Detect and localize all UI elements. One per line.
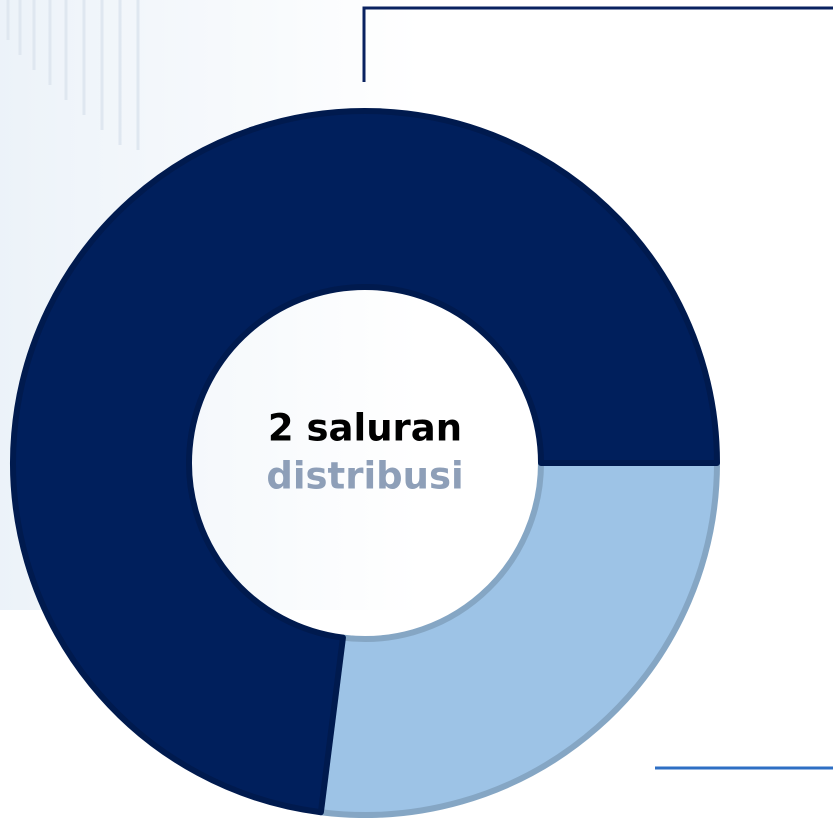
donut-slice (317, 460, 720, 818)
center-title: 2 saluran (268, 407, 462, 450)
frame-border (362, 6, 833, 82)
donut (10, 108, 720, 818)
donut-slice (10, 108, 720, 816)
center-subtitle: distribusi (266, 455, 463, 498)
decor-stripes (6, 0, 140, 150)
